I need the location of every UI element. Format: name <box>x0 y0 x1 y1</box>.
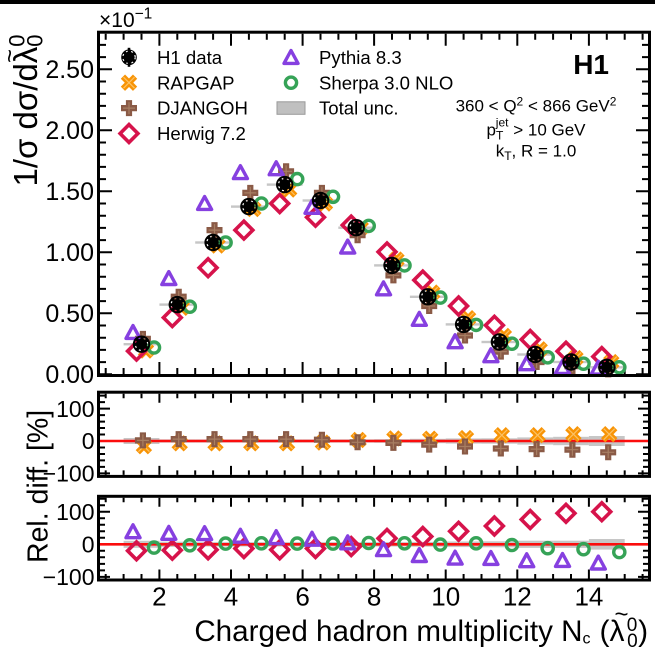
svg-text:H1 data: H1 data <box>157 47 223 68</box>
svg-text:~: ~ <box>615 601 629 628</box>
svg-text:~: ~ <box>0 49 24 63</box>
svg-text:100: 100 <box>56 499 94 525</box>
svg-text:1.50: 1.50 <box>45 178 94 206</box>
svg-text:Herwig 7.2: Herwig 7.2 <box>157 123 246 144</box>
svg-text:RAPGAP: RAPGAP <box>157 72 235 93</box>
svg-text:10: 10 <box>431 582 460 612</box>
svg-text:1/σ dσ/dλ00: 1/σ dσ/dλ00 <box>5 34 48 186</box>
svg-text:8: 8 <box>367 582 381 612</box>
svg-text:DJANGOH: DJANGOH <box>157 98 248 119</box>
svg-text:−100: −100 <box>43 564 95 590</box>
svg-text:Rel. diff. [%]: Rel. diff. [%] <box>23 410 55 563</box>
svg-text:): ) <box>638 615 648 648</box>
svg-text:(λ: (λ <box>600 615 625 648</box>
svg-text:0: 0 <box>627 615 638 636</box>
svg-text:2.50: 2.50 <box>45 56 94 84</box>
svg-text:1.00: 1.00 <box>45 239 94 267</box>
svg-text:12: 12 <box>503 582 532 612</box>
svg-text:0: 0 <box>82 532 95 558</box>
svg-text:−100: −100 <box>43 461 95 487</box>
svg-text:0: 0 <box>82 428 95 454</box>
svg-text:0.50: 0.50 <box>45 300 94 328</box>
svg-text:14: 14 <box>574 582 603 612</box>
svg-text:0.00: 0.00 <box>45 361 94 389</box>
svg-text:360 < Q2 < 866 GeV2: 360 < Q2 < 866 GeV2 <box>456 95 617 116</box>
svg-text:6: 6 <box>295 582 309 612</box>
svg-text:kT, R = 1.0: kT, R = 1.0 <box>496 142 577 164</box>
svg-text:H1: H1 <box>573 49 609 80</box>
svg-text:c: c <box>583 631 591 648</box>
svg-text:2: 2 <box>152 582 166 612</box>
svg-text:Total unc.: Total unc. <box>319 98 399 119</box>
svg-text:pTjet > 10 GeV: pTjet > 10 GeV <box>486 116 586 143</box>
svg-text:Charged hadron multiplicity N: Charged hadron multiplicity N <box>194 615 582 648</box>
svg-text:4: 4 <box>224 582 238 612</box>
svg-text:Sherpa 3.0 NLO: Sherpa 3.0 NLO <box>319 72 453 93</box>
svg-text:0: 0 <box>627 631 638 652</box>
svg-text:Pythia 8.3: Pythia 8.3 <box>319 47 402 68</box>
svg-text:2.00: 2.00 <box>45 117 94 145</box>
svg-text:100: 100 <box>56 396 94 422</box>
